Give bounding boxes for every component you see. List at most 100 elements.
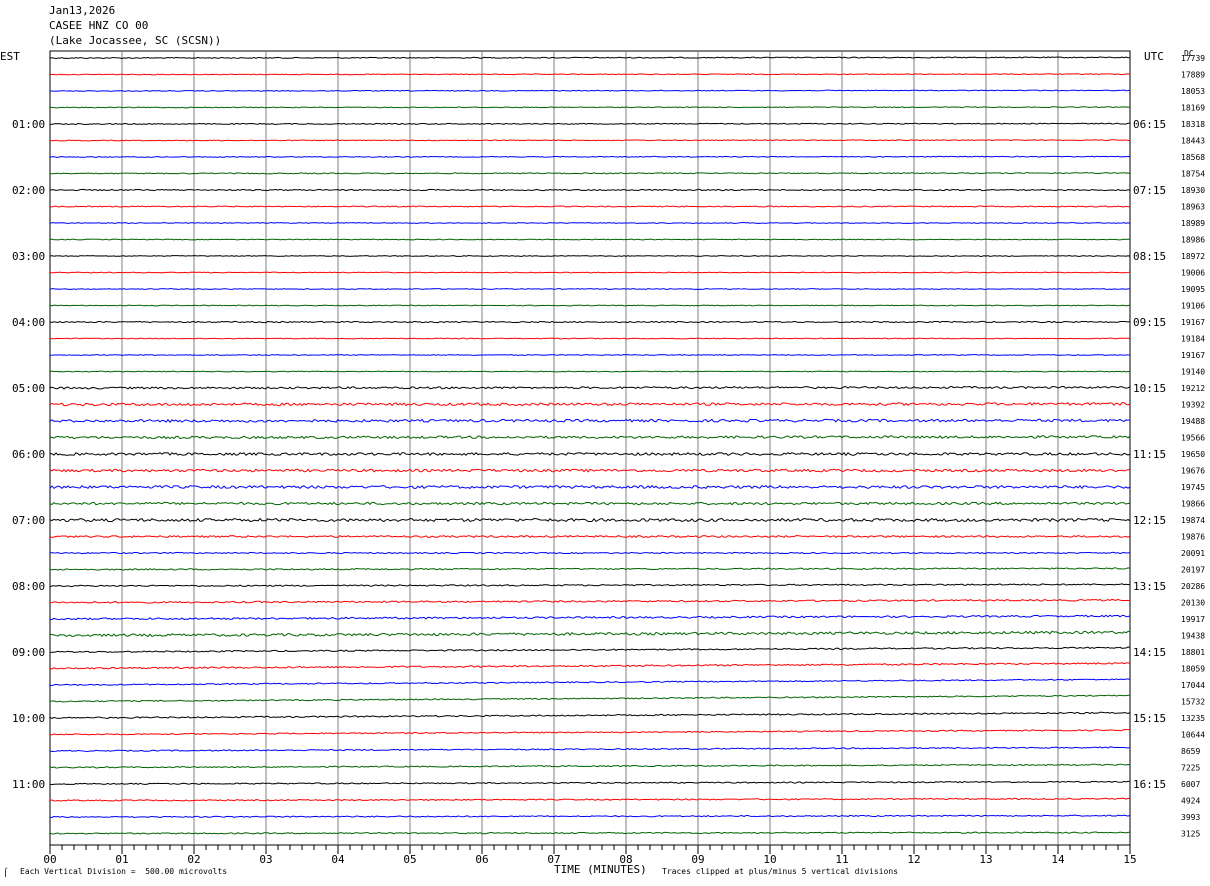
- x-tick-label: 03: [259, 853, 272, 866]
- station-location: (Lake Jocassee, SC (SCSN)): [49, 34, 222, 47]
- dc-offset-label: 18963: [1181, 203, 1205, 212]
- trace-line-42: [49, 729, 1131, 736]
- trace-line-39: [49, 678, 1131, 687]
- trace-line-30: [49, 535, 1131, 539]
- trace-line-47: [49, 814, 1131, 818]
- dc-offset-label: 19488: [1181, 417, 1205, 426]
- dc-offset-label: 6007: [1181, 780, 1200, 789]
- trace-line-19: [49, 354, 1131, 356]
- utc-hour-label: 16:15: [1133, 778, 1166, 791]
- trace-line-27: [49, 484, 1131, 490]
- dc-offset-label: 18318: [1181, 120, 1205, 129]
- dc-offset-label: 18568: [1181, 153, 1205, 162]
- trace-line-29: [49, 517, 1131, 523]
- utc-hour-label: 09:15: [1133, 316, 1166, 329]
- trace-line-16: [49, 304, 1131, 307]
- x-tick-label: 04: [331, 853, 345, 866]
- trace-line-25: [49, 452, 1131, 457]
- trace-line-4: [49, 106, 1131, 109]
- x-tick-label: 15: [1123, 853, 1136, 866]
- trace-line-48: [49, 831, 1131, 835]
- dc-offset-label: 19566: [1181, 434, 1205, 443]
- dc-offset-label: 19917: [1181, 615, 1205, 624]
- est-hour-label: 05:00: [12, 382, 45, 395]
- plot-frame: [49, 50, 1131, 846]
- dc-offset-label: 3993: [1181, 813, 1200, 822]
- dc-offset-label: 18989: [1181, 219, 1205, 228]
- est-hour-label: 11:00: [12, 778, 45, 791]
- x-tick-label: 00: [43, 853, 56, 866]
- trace-line-10: [49, 205, 1130, 208]
- dc-offset-label: 3125: [1181, 830, 1200, 839]
- trace-line-18: [49, 337, 1131, 340]
- dc-offset-label: 19106: [1181, 302, 1205, 311]
- x-tick-label: 01: [115, 853, 128, 866]
- trace-line-15: [49, 288, 1131, 290]
- x-tick-label: 06: [475, 853, 488, 866]
- utc-hour-label: 13:15: [1133, 580, 1166, 593]
- dc-offset-label: 19876: [1181, 533, 1205, 542]
- est-hour-label: 08:00: [12, 580, 45, 593]
- dc-offset-label: 18754: [1181, 170, 1205, 179]
- x-tick-label: 09: [691, 853, 704, 866]
- x-axis-title: TIME (MINUTES): [554, 863, 647, 876]
- dc-offset-label: 10644: [1181, 731, 1205, 740]
- est-hour-label: 01:00: [12, 118, 45, 131]
- trace-line-21: [49, 385, 1131, 390]
- dc-offset-label: 19184: [1181, 335, 1205, 344]
- trace-line-6: [49, 139, 1131, 142]
- dc-offset-label: 17044: [1181, 681, 1205, 690]
- trace-line-22: [49, 402, 1131, 407]
- trace-line-32: [49, 567, 1131, 571]
- x-tick-label: 05: [403, 853, 416, 866]
- dc-offset-label: 19140: [1181, 368, 1205, 377]
- corner-mark: ⌠: [3, 868, 8, 877]
- dc-offset-label: 18443: [1181, 137, 1205, 146]
- est-hour-label: 09:00: [12, 646, 45, 659]
- x-tick-label: 12: [907, 853, 920, 866]
- trace-line-13: [49, 255, 1131, 257]
- trace-line-31: [49, 551, 1131, 555]
- trace-line-8: [49, 172, 1131, 175]
- est-hour-label: 10:00: [12, 712, 45, 725]
- dc-offset-label: 20286: [1181, 582, 1205, 591]
- dc-offset-label: 19866: [1181, 500, 1205, 509]
- plot-date: Jan13,2026: [49, 4, 116, 17]
- dc-offset-label: 18972: [1181, 252, 1205, 261]
- dc-offset-label: 19006: [1181, 269, 1205, 278]
- trace-line-34: [49, 598, 1131, 604]
- trace-line-46: [49, 797, 1131, 802]
- dc-offset-label: 15732: [1181, 698, 1205, 707]
- dc-offset-label: 19438: [1181, 632, 1205, 641]
- trace-line-38: [49, 662, 1131, 670]
- utc-hour-label: 12:15: [1133, 514, 1166, 527]
- trace-line-11: [49, 222, 1131, 224]
- dc-offset-label: 18059: [1181, 665, 1205, 674]
- dc-offset-label: 19212: [1181, 384, 1205, 393]
- x-tick-label: 10: [763, 853, 776, 866]
- trace-line-24: [49, 435, 1131, 440]
- trace-line-20: [49, 370, 1131, 373]
- dc-offset-label: 4924: [1181, 797, 1200, 806]
- x-tick-label: 14: [1051, 853, 1065, 866]
- est-hour-label: 03:00: [12, 250, 45, 263]
- utc-label: UTC: [1144, 50, 1164, 63]
- utc-hour-label: 10:15: [1133, 382, 1166, 395]
- trace-line-5: [49, 122, 1131, 126]
- station-name: CASEE HNZ CO 00: [49, 19, 149, 32]
- trace-line-36: [49, 630, 1131, 638]
- dc-offset-label: 17739: [1181, 54, 1205, 63]
- est-hour-label: 02:00: [12, 184, 45, 197]
- x-tick-label: 02: [187, 853, 200, 866]
- utc-hour-label: 06:15: [1133, 118, 1166, 131]
- dc-offset-label: 18986: [1181, 236, 1205, 245]
- utc-hour-label: 15:15: [1133, 712, 1166, 725]
- dc-offset-label: 19167: [1181, 318, 1205, 327]
- utc-hour-label: 14:15: [1133, 646, 1166, 659]
- utc-hour-label: 11:15: [1133, 448, 1166, 461]
- est-hour-label: 07:00: [12, 514, 45, 527]
- trace-line-35: [49, 614, 1131, 621]
- trace-line-12: [49, 238, 1131, 241]
- dc-offset-label: 19392: [1181, 401, 1205, 410]
- est-hour-label: 04:00: [12, 316, 45, 329]
